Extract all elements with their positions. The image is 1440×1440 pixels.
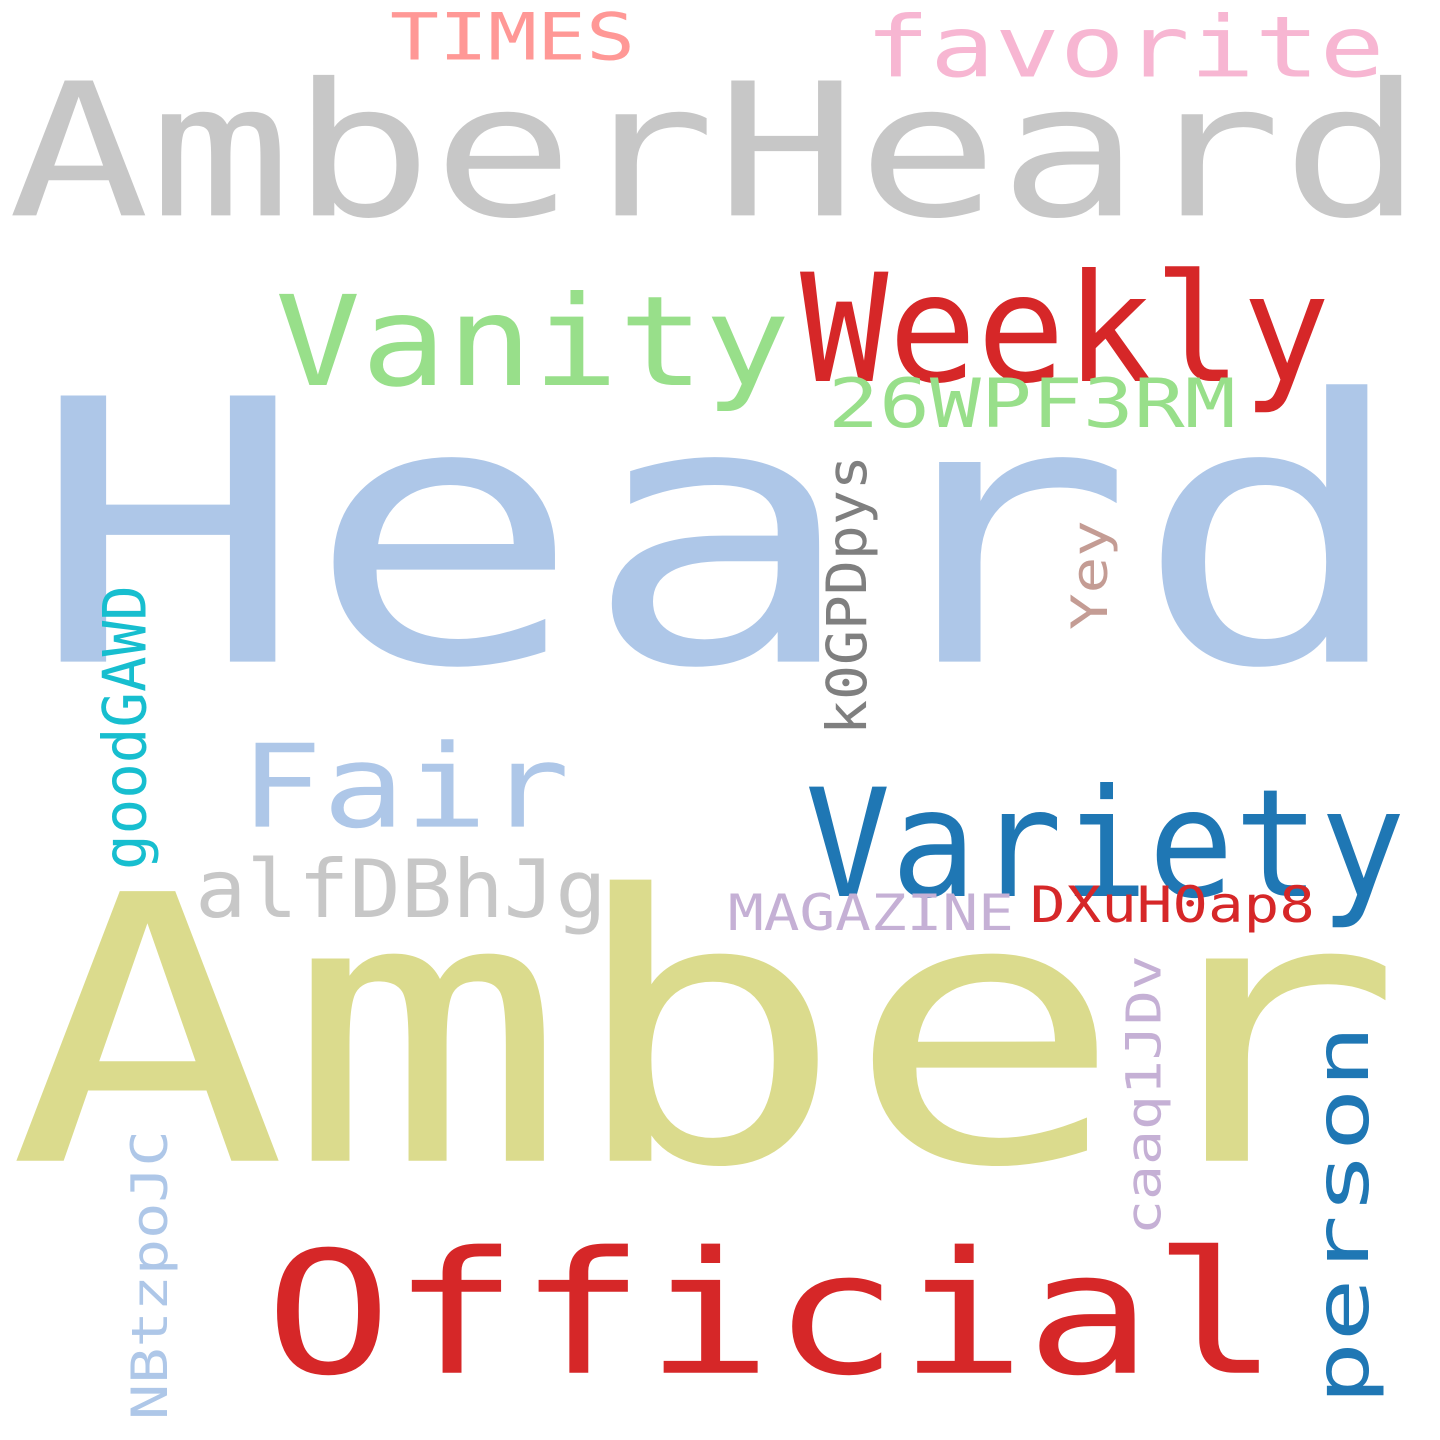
word-k0gpdpys: k0GPDpys [815, 455, 880, 735]
word-favorite: favorite [865, 0, 1385, 97]
word-caaq1jdv: caaq1JDv [1115, 955, 1172, 1235]
word-person: person [1298, 1024, 1386, 1405]
word-times: TIMES [390, 0, 636, 76]
word-vanity: Vanity [275, 268, 791, 415]
word-fair: Fair [240, 719, 570, 855]
word-amber: Amber [8, 816, 1404, 1250]
word-heard: Heard [30, 322, 1411, 750]
word-variety: Variety [805, 756, 1406, 932]
word-weekly: Weekly [800, 241, 1331, 417]
word-nbtzpojc: NBtzpoJC [120, 1130, 180, 1420]
word-goodgawd: goodGAWD [89, 585, 160, 870]
word-amberheard: AmberHeard [8, 43, 1424, 260]
word-yey: Yey [1060, 520, 1120, 630]
word-dxuh0ap8: DXuH0ap8 [1030, 875, 1315, 934]
word-26wpf3rm: 26WPF3RM [828, 363, 1236, 444]
word-magazine: MAGAZINE [728, 883, 1014, 942]
word-alfdbhjg: alfDBhJg [195, 842, 607, 937]
word-official: Official [265, 1214, 1280, 1414]
